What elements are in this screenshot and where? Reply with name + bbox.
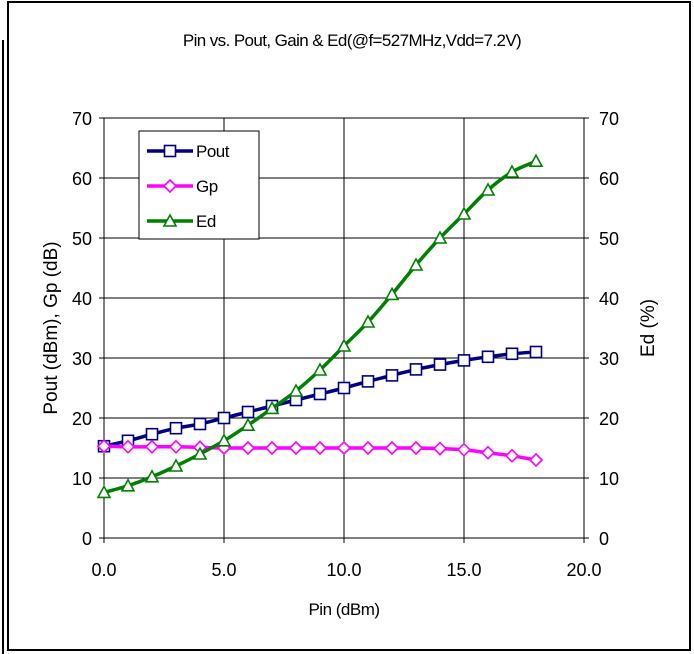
chart-title: Pin vs. Pout, Gain & Ed(@f=527MHz,Vdd=7.… — [183, 31, 521, 50]
data-point-pout — [361, 375, 375, 388]
data-point-pout — [169, 421, 183, 435]
data-point-ed — [384, 286, 400, 301]
x-tick-label: 5.0 — [211, 560, 236, 580]
y-tick-label: 60 — [72, 169, 92, 189]
x-tick-label: 15.0 — [446, 560, 481, 580]
data-point-ed — [336, 338, 352, 352]
data-point-gp — [96, 439, 112, 454]
legend-marker — [163, 144, 177, 158]
y2-tick-label: 70 — [599, 109, 619, 129]
data-point-gp — [432, 441, 448, 456]
legend-marker — [162, 213, 178, 227]
legend: Pout Gp Ed — [138, 130, 260, 240]
data-point-gp — [456, 442, 472, 457]
y-tick-label: 10 — [72, 469, 92, 489]
data-point-gp — [528, 452, 544, 468]
y-axis-label: Pout (dBm), Gp (dB) — [41, 241, 62, 414]
x-tick-label: 20.0 — [566, 560, 601, 580]
legend-item-gp: Gp — [147, 177, 218, 196]
legend-label: Gp — [196, 177, 218, 196]
data-point-ed — [240, 417, 256, 432]
legend-item-pout: Pout — [147, 142, 230, 161]
legend-marker — [162, 178, 178, 194]
x-axis-label: Pin (dBm) — [308, 600, 379, 619]
data-point-ed — [120, 478, 136, 492]
series-layer — [96, 153, 544, 499]
data-point-gp — [312, 440, 328, 456]
legend-label: Ed — [196, 212, 216, 231]
y-tick-label: 0 — [82, 529, 92, 549]
data-point-ed — [288, 383, 304, 397]
data-point-gp — [264, 440, 280, 456]
data-point-gp — [504, 448, 520, 463]
y2-tick-label: 50 — [599, 229, 619, 249]
data-point-pout — [217, 411, 231, 425]
legend-items: Pout Gp Ed — [147, 142, 230, 231]
data-point-pout — [313, 387, 327, 401]
y2-tick-label: 60 — [599, 169, 619, 189]
data-point-ed — [264, 400, 280, 415]
y2-axis-ticks: 0 10 20 30 40 50 60 70 — [584, 109, 619, 549]
data-point-pout — [241, 405, 255, 419]
data-point-ed — [480, 182, 496, 196]
x-tick-label: 0.0 — [91, 560, 116, 580]
data-point-gp — [288, 440, 304, 456]
y-tick-label: 70 — [72, 109, 92, 129]
data-point-gp — [168, 439, 184, 454]
y2-tick-label: 10 — [599, 469, 619, 489]
data-point-pout — [337, 381, 351, 395]
data-point-ed — [312, 362, 328, 376]
data-point-ed — [144, 469, 160, 483]
legend-item-ed: Ed — [147, 212, 216, 231]
y2-tick-label: 0 — [599, 529, 609, 549]
data-point-gp — [240, 440, 256, 456]
data-point-ed — [360, 314, 376, 328]
data-point-ed — [192, 446, 208, 460]
data-point-ed — [168, 458, 184, 472]
data-point-ed — [96, 484, 112, 499]
data-point-gp — [384, 440, 400, 456]
data-point-gp — [144, 439, 160, 454]
data-point-gp — [480, 445, 496, 460]
x-tick-label: 10.0 — [326, 560, 361, 580]
data-point-ed — [504, 164, 520, 178]
data-point-pout — [433, 358, 447, 371]
data-point-ed — [408, 257, 424, 271]
data-point-ed — [456, 206, 472, 220]
data-point-pout — [409, 363, 423, 376]
data-point-ed — [216, 433, 232, 447]
y2-tick-label: 30 — [599, 349, 619, 369]
y-axis-ticks: 0 10 20 30 40 50 60 70 — [72, 109, 104, 549]
data-point-pout — [457, 354, 471, 367]
y-tick-label: 30 — [72, 349, 92, 369]
y2-tick-label: 20 — [599, 409, 619, 429]
data-point-pout — [385, 369, 399, 382]
y2-tick-label: 40 — [599, 289, 619, 309]
data-point-gp — [120, 439, 136, 454]
data-point-pout — [145, 427, 159, 441]
y2-axis-label: Ed (%) — [638, 299, 659, 357]
data-point-gp — [360, 440, 376, 456]
data-point-pout — [193, 417, 207, 431]
data-point-ed — [528, 153, 544, 167]
series-ed — [96, 153, 544, 499]
data-point-ed — [432, 230, 448, 244]
y-tick-label: 50 — [72, 229, 92, 249]
legend-label: Pout — [196, 142, 230, 161]
data-point-pout — [529, 345, 543, 359]
data-point-gp — [336, 440, 352, 456]
x-axis-ticks: 0.0 5.0 10.0 15.0 20.0 — [91, 538, 602, 580]
data-point-pout — [505, 347, 519, 361]
data-point-gp — [408, 440, 424, 456]
data-point-pout — [481, 350, 495, 364]
y-tick-label: 20 — [72, 409, 92, 429]
y-tick-label: 40 — [72, 289, 92, 309]
